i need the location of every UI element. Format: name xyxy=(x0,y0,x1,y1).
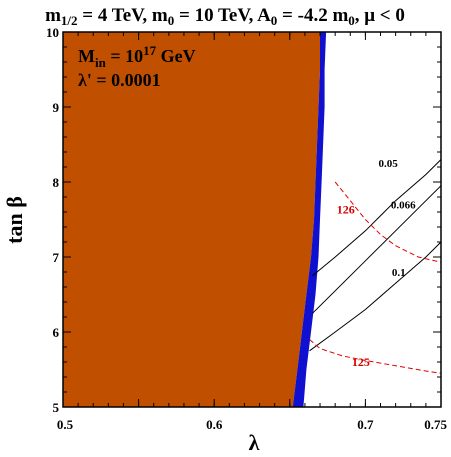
contour-line-2 xyxy=(309,241,441,352)
coupling-contours xyxy=(309,159,441,352)
contour-labels: 0.05 0.066 0.1 126 125 xyxy=(337,158,416,369)
x-axis-label: λ xyxy=(249,430,260,455)
higgs-contour-line-1 xyxy=(309,339,441,374)
higgs-contour-label: 126 xyxy=(337,203,355,217)
higgs-mass-contours xyxy=(309,181,441,374)
annotation-lambda-prime: λ' = 0.0001 xyxy=(78,70,161,90)
contour-label: 0.1 xyxy=(392,267,406,279)
excluded-region xyxy=(63,32,320,407)
y-tick-label: 7 xyxy=(53,250,60,265)
x-tick-label: 0.5 xyxy=(57,417,74,432)
plot-area xyxy=(63,32,441,407)
y-tick-label: 10 xyxy=(46,25,59,40)
plot-frame xyxy=(62,31,442,408)
axis-tick-labels: 0.5 0.6 0.7 0.75 5 6 7 8 9 10 xyxy=(46,25,448,432)
y-axis-label: tan β xyxy=(2,196,27,244)
x-tick-label: 0.7 xyxy=(357,417,374,432)
annotation-m-in: Min = 1017 GeV xyxy=(78,43,196,70)
y-tick-label: 5 xyxy=(53,400,60,415)
y-tick-label: 9 xyxy=(53,100,60,115)
higgs-contour-label: 125 xyxy=(352,355,370,369)
higgs-contour-line-0 xyxy=(334,181,441,263)
y-tick-label: 8 xyxy=(53,175,60,190)
contour-line-1 xyxy=(312,185,441,314)
contour-label: 0.05 xyxy=(378,158,398,170)
x-tick-label: 0.75 xyxy=(424,417,447,432)
blue-band xyxy=(292,32,327,407)
axis-ticks xyxy=(62,31,442,408)
x-tick-label: 0.6 xyxy=(206,417,223,432)
contour-line-0 xyxy=(312,159,441,277)
chart-title: m1/2 = 4 TeV, m0 = 10 TeV, A0 = -4.2 m0,… xyxy=(45,5,405,28)
contour-label: 0.066 xyxy=(391,199,416,211)
y-tick-label: 6 xyxy=(53,325,60,340)
